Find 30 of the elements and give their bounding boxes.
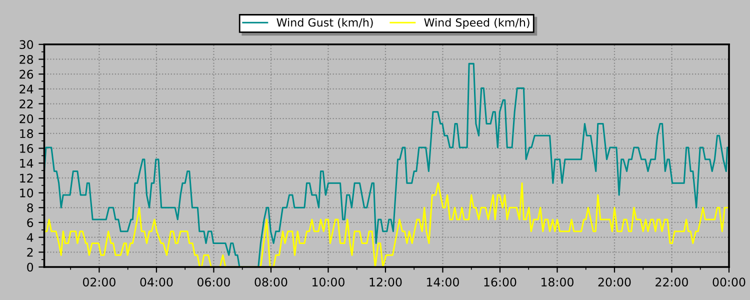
y-tick-label: 0	[27, 262, 34, 272]
legend-label: Wind Gust (km/h)	[276, 18, 373, 28]
y-tick-label: 8	[27, 203, 34, 212]
x-tick-label: 10:00	[312, 278, 344, 287]
y-tick-label: 12	[20, 174, 33, 182]
x-tick-label: 02:00	[82, 278, 116, 287]
x-tick-label: 12:00	[370, 278, 402, 287]
y-tick-label: 16	[20, 144, 34, 153]
y-tick-label: 2	[27, 248, 33, 257]
y-tick-label: 24	[20, 84, 34, 94]
x-tick-label: 18:00	[542, 278, 574, 287]
legend-label: Wind Speed (km/h)	[424, 18, 530, 29]
x-tick-label: 06:00	[197, 278, 230, 287]
y-tick-label: 22	[20, 99, 33, 108]
x-tick-label: 20:00	[598, 278, 631, 287]
y-tick-label: 28	[20, 54, 34, 64]
x-tick-label: 16:00	[484, 278, 516, 287]
x-tick-label: 14:00	[427, 278, 459, 287]
y-tick-label: 4	[26, 233, 34, 242]
x-tick-label: 08:00	[254, 278, 288, 287]
y-tick-label: 26	[20, 70, 34, 79]
x-tick-label: 22:00	[656, 278, 688, 287]
y-tick-label: 18	[20, 129, 34, 138]
y-tick-label: 6	[27, 218, 34, 228]
y-tick-label: 20	[20, 114, 34, 124]
x-tick-label: 00:00	[712, 278, 746, 287]
y-tick-label: 10	[20, 188, 34, 198]
x-tick-label: 04:00	[140, 278, 173, 287]
y-tick-label: 30	[20, 40, 34, 50]
y-tick-label: 14	[20, 159, 34, 168]
